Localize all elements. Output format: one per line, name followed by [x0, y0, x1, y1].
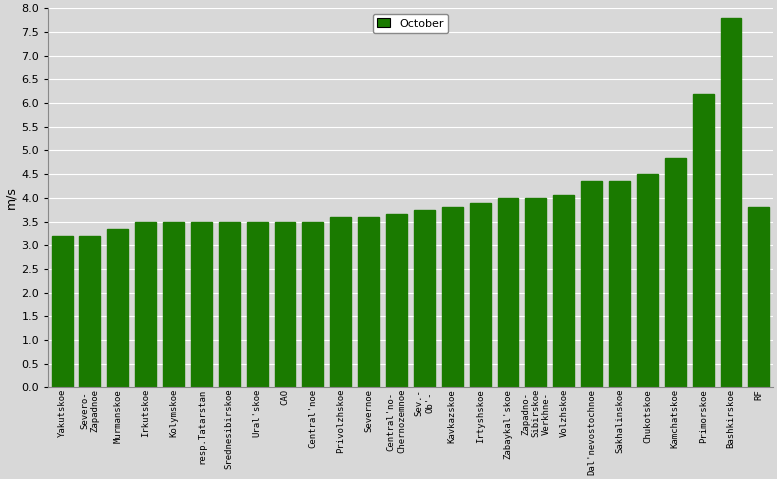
- Bar: [414, 210, 435, 388]
- Bar: [553, 195, 574, 388]
- Bar: [51, 236, 72, 388]
- Legend: October: October: [373, 14, 448, 33]
- Bar: [247, 221, 267, 388]
- Bar: [79, 236, 100, 388]
- Bar: [191, 221, 212, 388]
- Bar: [581, 181, 602, 388]
- Bar: [219, 221, 240, 388]
- Bar: [302, 221, 323, 388]
- Bar: [135, 221, 156, 388]
- Bar: [274, 221, 295, 388]
- Bar: [609, 181, 630, 388]
- Bar: [637, 174, 658, 388]
- Bar: [693, 93, 713, 388]
- Bar: [748, 207, 769, 388]
- Bar: [665, 158, 686, 388]
- Bar: [470, 203, 490, 388]
- Bar: [163, 221, 184, 388]
- Bar: [107, 228, 128, 388]
- Bar: [330, 217, 351, 388]
- Bar: [720, 18, 741, 388]
- Y-axis label: m/s: m/s: [4, 186, 17, 209]
- Bar: [525, 198, 546, 388]
- Bar: [386, 215, 407, 388]
- Bar: [358, 217, 379, 388]
- Bar: [442, 207, 463, 388]
- Bar: [497, 198, 518, 388]
